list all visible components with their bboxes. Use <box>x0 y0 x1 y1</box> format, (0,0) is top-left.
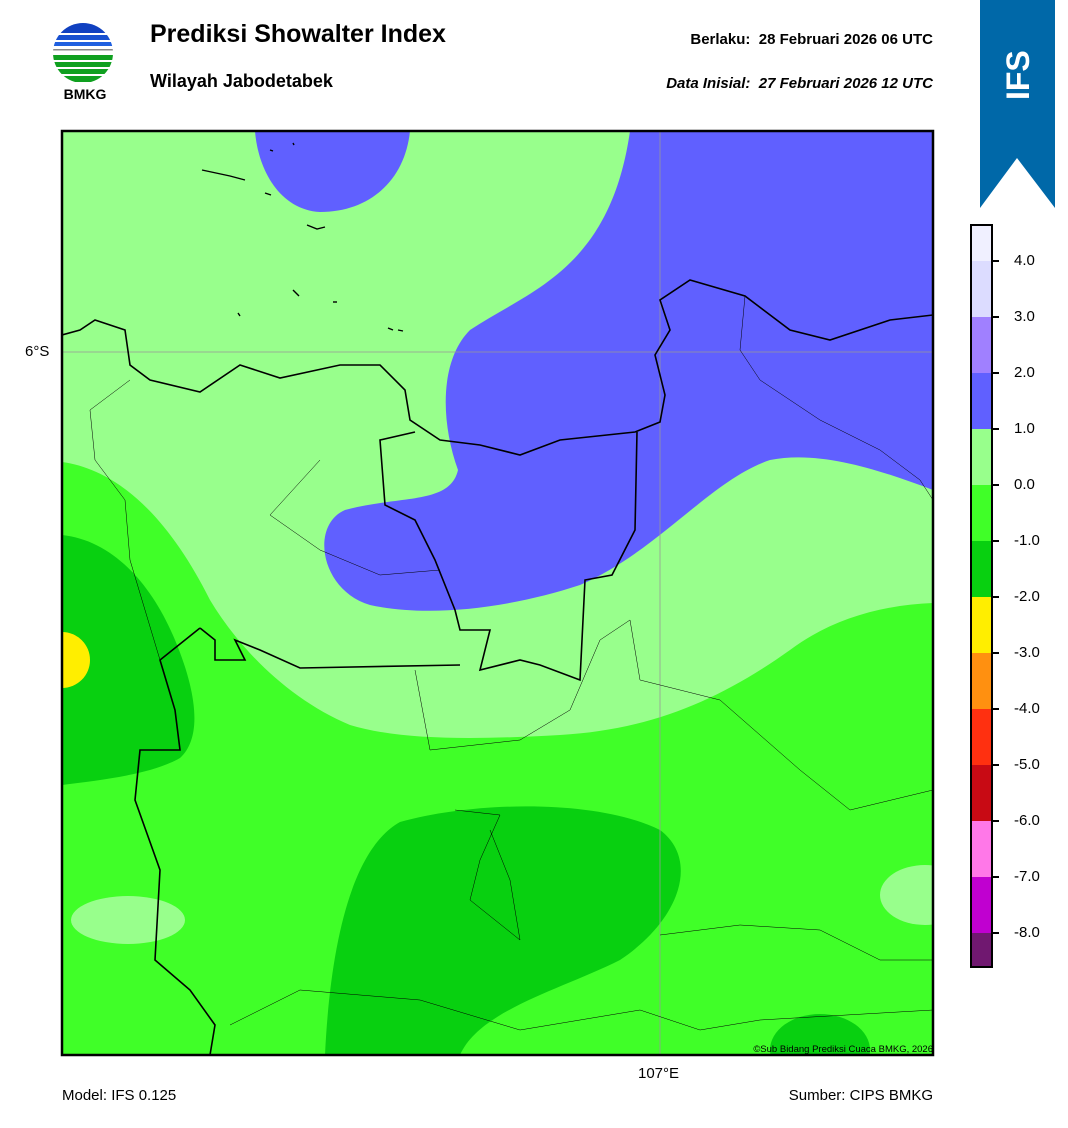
colorbar-segment <box>972 653 991 709</box>
bmkg-logo: BMKG <box>53 23 113 102</box>
model-info: Model: IFS 0.125 <box>62 1087 177 1104</box>
region-dark-green-west <box>62 535 195 785</box>
valid-value: 28 Februari 2026 06 UTC <box>758 31 933 48</box>
coastline <box>62 279 933 456</box>
colorbar-segment <box>972 597 991 653</box>
district-boundary <box>659 924 933 961</box>
colorbar-tick <box>991 652 999 654</box>
colorbar-tick <box>991 820 999 822</box>
region-yellow <box>62 632 90 688</box>
colorbar-tick-label: -7.0 <box>1014 868 1040 885</box>
source-info: Sumber: CIPS BMKG <box>788 1087 933 1104</box>
model-badge: IFS <box>980 0 1055 208</box>
colorbar-tick-label: -6.0 <box>1014 812 1040 829</box>
lon-label: 107°E <box>638 1065 680 1082</box>
colorbar-tick <box>991 876 999 878</box>
colorbar-tick-label: -1.0 <box>1014 532 1040 549</box>
region-blue-north <box>255 131 410 212</box>
province-boundary-bogor <box>199 627 461 669</box>
colorbar-segment <box>972 765 991 821</box>
district-boundary <box>739 295 933 501</box>
map-frame <box>60 129 935 1057</box>
region-light-green-sw <box>71 896 185 944</box>
colorbar-segment <box>972 373 991 429</box>
colorbar-tick-label: 4.0 <box>1014 252 1035 269</box>
colorbar-segment <box>972 821 991 877</box>
colorbar-tick-label: -3.0 <box>1014 644 1040 661</box>
colorbar-tick-label: -8.0 <box>1014 924 1040 941</box>
district-boundary <box>454 809 521 941</box>
valid-label: Berlaku: <box>690 31 751 48</box>
init-time: Data Inisial: 27 Februari 2026 12 UTC <box>666 75 933 92</box>
colorbar-tick-label: 0.0 <box>1014 476 1035 493</box>
colorbar-segment <box>972 261 991 317</box>
colorbar-tick <box>991 372 999 374</box>
region-dark-green-south <box>325 806 681 1055</box>
colorbar-tick-label: 3.0 <box>1014 308 1035 325</box>
colorbar-segment <box>972 709 991 765</box>
district-boundary <box>89 379 161 661</box>
colorbar-tick <box>991 764 999 766</box>
region-blue <box>324 131 933 611</box>
islands <box>201 142 404 332</box>
init-label: Data Inisial: <box>666 75 751 92</box>
copyright-text: ©Sub Bidang Prediksi Cuaca BMKG, 2026 <box>753 1044 933 1055</box>
colorbar-tick <box>991 260 999 262</box>
colorbar-segment <box>972 317 991 373</box>
valid-time: Berlaku: 28 Februari 2026 06 UTC <box>690 31 933 48</box>
lat-label: 6°S <box>25 343 50 360</box>
region-dark-green-se <box>770 1014 870 1055</box>
district-boundary <box>414 619 933 811</box>
colorbar-tick-label: 1.0 <box>1014 420 1035 437</box>
district-boundary <box>269 459 441 576</box>
colorbar-tick-label: -5.0 <box>1014 756 1040 773</box>
colorbar-tick <box>991 932 999 934</box>
colorbar-segment <box>972 541 991 597</box>
colorbar <box>970 224 993 968</box>
region-subtitle: Wilayah Jabodetabek <box>150 71 333 91</box>
colorbar-tick <box>991 484 999 486</box>
province-boundary-jakarta <box>379 431 638 682</box>
district-boundary <box>229 989 933 1031</box>
colorbar-tick <box>991 540 999 542</box>
colorbar-tick-label: -4.0 <box>1014 700 1040 717</box>
colorbar-segment <box>972 877 991 933</box>
colorbar-tick <box>991 708 999 710</box>
province-boundary-banten <box>134 627 216 1055</box>
colorbar-tick <box>991 596 999 598</box>
colorbar-tick-label: -2.0 <box>1014 588 1040 605</box>
init-value: 27 Februari 2026 12 UTC <box>758 75 933 92</box>
colorbar-tick-label: 2.0 <box>1014 364 1035 381</box>
colorbar-segment <box>972 226 991 261</box>
colorbar-segment <box>972 485 991 541</box>
region-light-green-east <box>880 865 933 925</box>
colorbar-segment <box>972 933 991 966</box>
colorbar-tick <box>991 428 999 430</box>
colorbar-tick <box>991 316 999 318</box>
colorbar-segment <box>972 429 991 485</box>
logo-text: BMKG <box>64 86 107 102</box>
page-title: Prediksi Showalter Index <box>150 20 446 48</box>
model-badge-text: IFS <box>1000 50 1036 100</box>
